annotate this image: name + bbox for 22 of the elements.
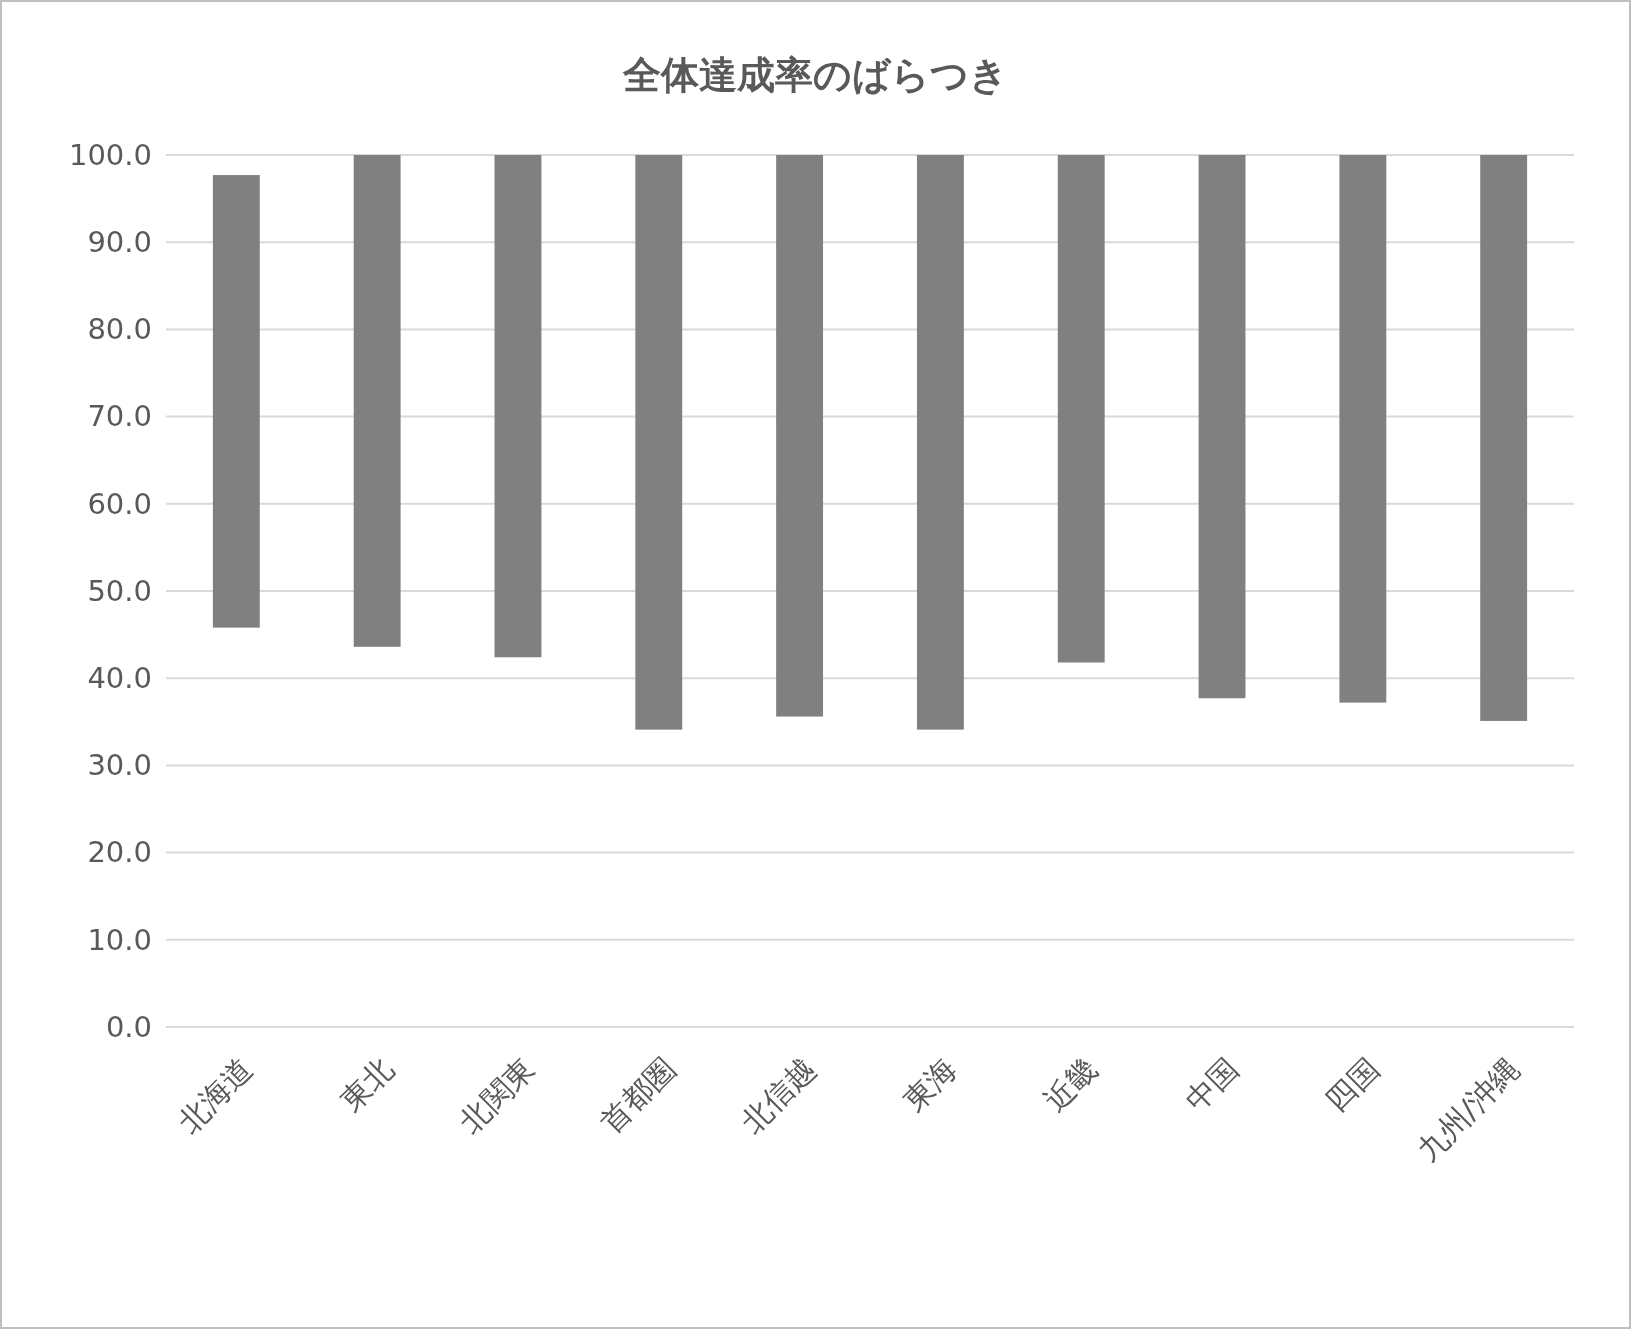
x-tick-label: 北信越: [734, 1051, 823, 1140]
y-tick-label: 50.0: [87, 573, 152, 608]
x-tick-label: 九州/沖縄: [1409, 1051, 1527, 1168]
x-tick-label: 中国: [1177, 1051, 1245, 1119]
x-tick-label: 首都圏: [593, 1051, 682, 1140]
x-tick-label: 北海道: [170, 1051, 260, 1140]
y-tick-label: 0.0: [105, 1009, 152, 1044]
y-tick-label: 30.0: [87, 748, 152, 783]
y-tick-label: 60.0: [87, 486, 152, 521]
x-tick-label: 四国: [1318, 1051, 1386, 1119]
x-tick-label: 東海: [896, 1051, 964, 1119]
y-tick-label: 20.0: [87, 835, 152, 870]
x-tick-label: 近畿: [1037, 1051, 1105, 1119]
chart-title: 全体達成率のばらつき: [622, 53, 1008, 97]
y-tick-label: 10.0: [87, 922, 152, 957]
y-tick-label: 70.0: [87, 399, 152, 434]
x-tick-label: 北関東: [452, 1051, 541, 1140]
y-tick-label: 100.0: [68, 137, 152, 172]
y-tick-label: 80.0: [87, 312, 152, 347]
y-tick-label: 40.0: [87, 660, 152, 695]
y-tick-label: 90.0: [87, 224, 152, 259]
x-tick-label: 東北: [332, 1051, 401, 1119]
